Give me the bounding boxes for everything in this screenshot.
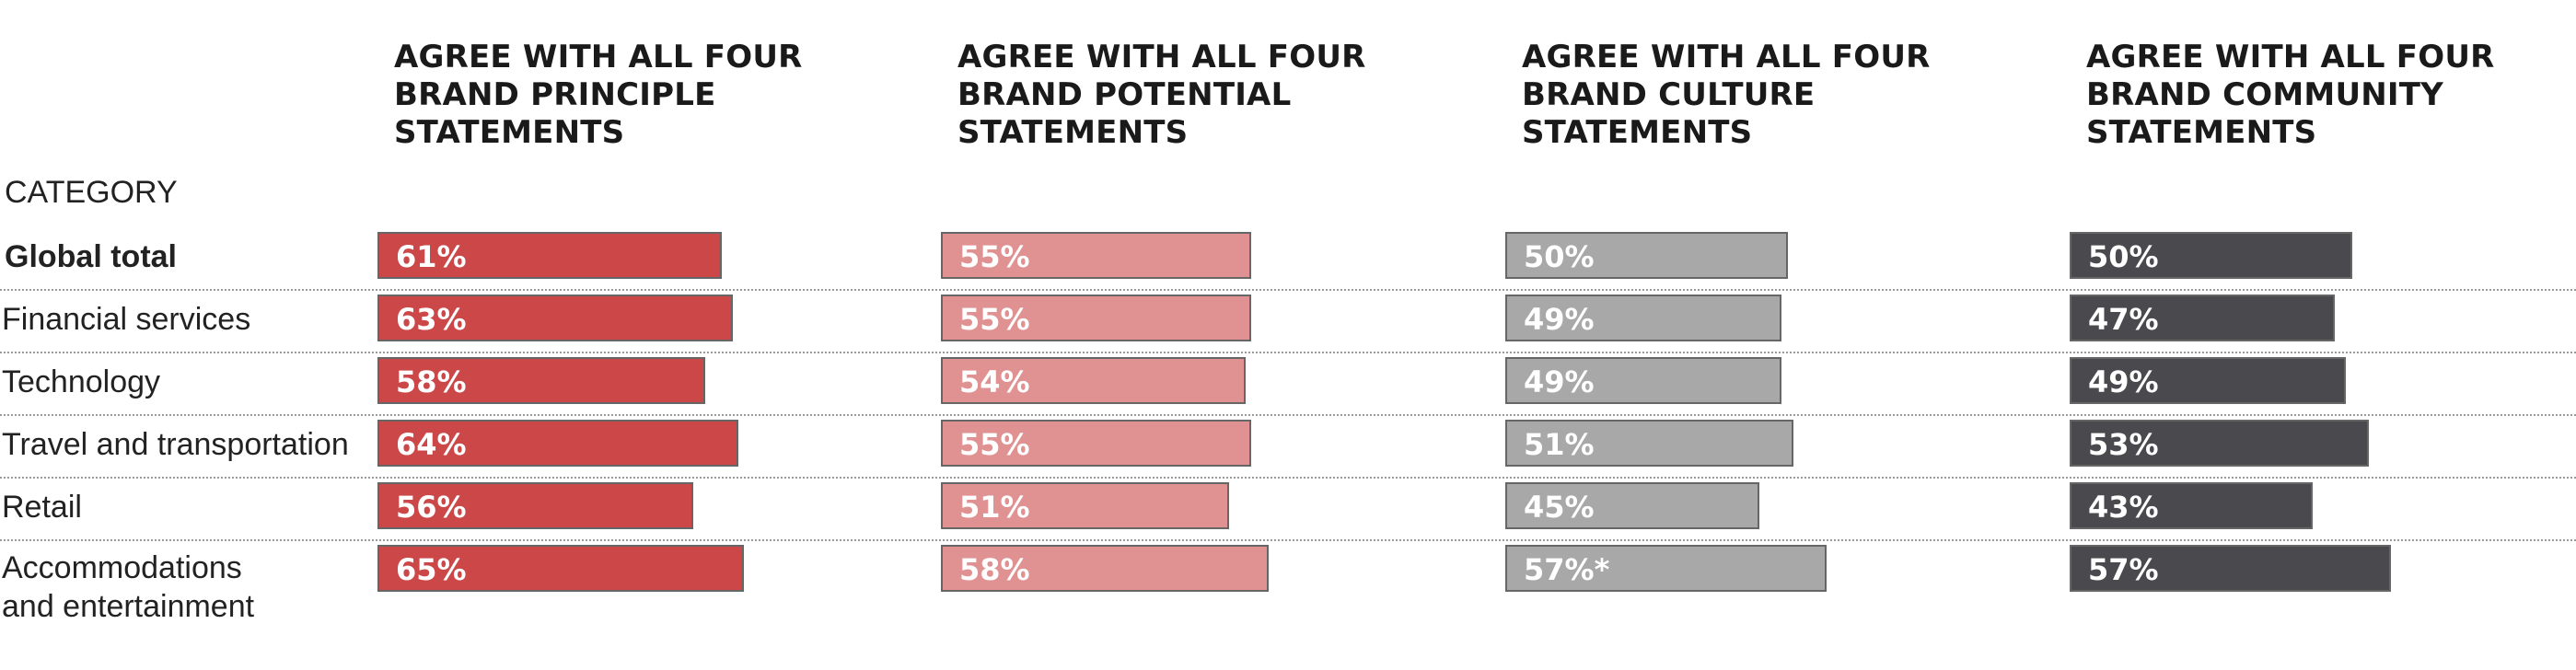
bar: 56%: [377, 482, 693, 529]
category-label: Global total: [5, 239, 177, 274]
bar: 54%: [941, 357, 1246, 404]
bar: 55%: [941, 232, 1251, 279]
bar: 64%: [377, 420, 738, 467]
bar-value-label: 61%: [396, 239, 467, 274]
bar: 50%: [1505, 232, 1788, 279]
bar-value-label: 55%: [959, 302, 1030, 337]
row-divider: [0, 289, 2576, 291]
category-label: Retail: [2, 490, 82, 525]
bar: 55%: [941, 295, 1251, 341]
bar: 49%: [1505, 295, 1781, 341]
row-divider: [0, 539, 2576, 541]
bar: 49%: [1505, 357, 1781, 404]
category-label: Technology: [2, 364, 161, 399]
row-divider: [0, 477, 2576, 479]
bar: 65%: [377, 545, 744, 592]
bar-value-label: 57%: [2088, 552, 2159, 587]
bar-value-label: 57%*: [1524, 552, 1610, 587]
series-heading-2: AGREE WITH ALL FOUR BRAND POTENTIAL STAT…: [957, 39, 1366, 151]
bar-value-label: 50%: [2088, 239, 2159, 274]
bar-value-label: 53%: [2088, 427, 2159, 462]
bar: 58%: [377, 357, 705, 404]
category-label: Financial services: [2, 302, 251, 337]
bar-value-label: 45%: [1524, 490, 1595, 525]
bar: 53%: [2070, 420, 2369, 467]
bar-value-label: 49%: [1524, 302, 1595, 337]
row-divider: [0, 414, 2576, 416]
category-label: Travel and transportation: [2, 427, 349, 462]
bar: 57%: [2070, 545, 2391, 592]
bar-value-label: 51%: [1524, 427, 1595, 462]
bar: 49%: [2070, 357, 2346, 404]
bar-value-label: 55%: [959, 239, 1030, 274]
row-divider: [0, 352, 2576, 353]
bar: 57%*: [1505, 545, 1827, 592]
bar: 43%: [2070, 482, 2313, 529]
series-heading-1: AGREE WITH ALL FOUR BRAND PRINCIPLE STAT…: [394, 39, 803, 151]
bar-value-label: 65%: [396, 552, 467, 587]
bar: 45%: [1505, 482, 1759, 529]
bar-value-label: 51%: [959, 490, 1030, 525]
bar: 63%: [377, 295, 733, 341]
bar-value-label: 49%: [2088, 364, 2159, 399]
bar-value-label: 47%: [2088, 302, 2159, 337]
bar-value-label: 54%: [959, 364, 1030, 399]
bar-value-label: 43%: [2088, 490, 2159, 525]
category-header: CATEGORY: [5, 175, 178, 210]
bar: 51%: [1505, 420, 1793, 467]
bar: 55%: [941, 420, 1251, 467]
bar-value-label: 58%: [396, 364, 467, 399]
bar-value-label: 64%: [396, 427, 467, 462]
bar-value-label: 56%: [396, 490, 467, 525]
bar: 61%: [377, 232, 722, 279]
bar: 51%: [941, 482, 1229, 529]
bar-value-label: 50%: [1524, 239, 1595, 274]
bar-value-label: 49%: [1524, 364, 1595, 399]
bar-value-label: 58%: [959, 552, 1030, 587]
category-label: Accommodations and entertainment: [2, 550, 255, 624]
bar: 47%: [2070, 295, 2335, 341]
bar-value-label: 63%: [396, 302, 467, 337]
series-heading-4: AGREE WITH ALL FOUR BRAND COMMUNITY STAT…: [2086, 39, 2495, 151]
bar: 58%: [941, 545, 1269, 592]
bar-value-label: 55%: [959, 427, 1030, 462]
bar: 50%: [2070, 232, 2352, 279]
series-heading-3: AGREE WITH ALL FOUR BRAND CULTURE STATEM…: [1522, 39, 1931, 151]
